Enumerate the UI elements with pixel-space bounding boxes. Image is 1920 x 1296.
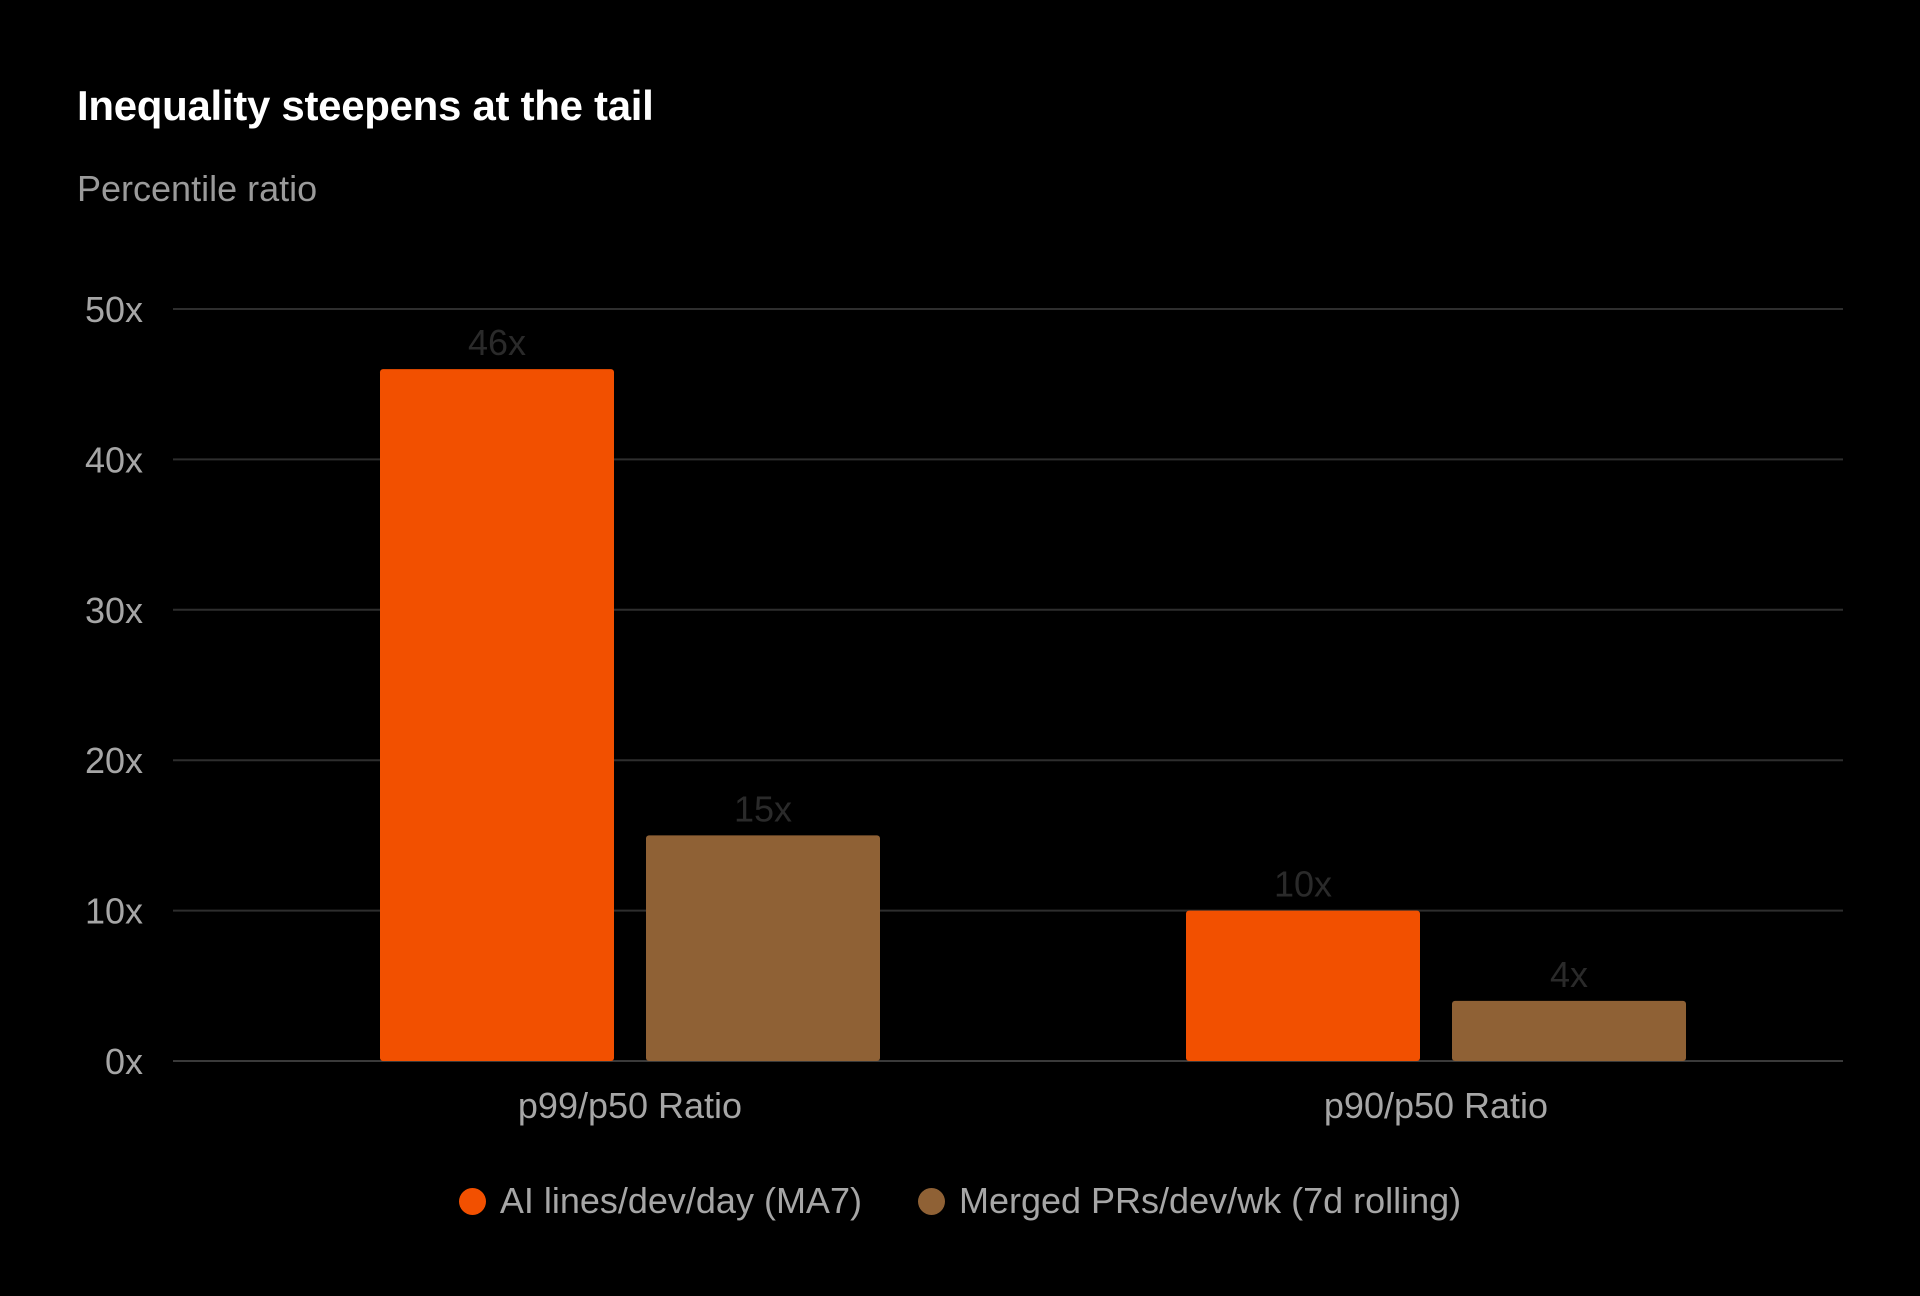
legend-swatch-icon [917, 1187, 945, 1215]
data-labels: 46x 15x 10x 4x [468, 322, 1588, 995]
y-axis-ticks: 0x 10x 20x 30x 40x 50x [85, 289, 143, 1082]
x-category-label: p99/p50 Ratio [518, 1085, 742, 1126]
data-label: 46x [468, 322, 526, 363]
legend-label: Merged PRs/dev/wk (7d rolling) [958, 1180, 1462, 1221]
legend-label: AI lines/dev/day (MA7) [499, 1180, 862, 1221]
legend-item: Merged PRs/dev/wk (7d rolling) [917, 1180, 1462, 1222]
data-label: 4x [1550, 954, 1588, 995]
bar-ai-lines-p90 [1186, 910, 1420, 1061]
x-axis-categories: p99/p50 Ratio p90/p50 Ratio [518, 1085, 1548, 1126]
legend-item: AI lines/dev/day (MA7) [458, 1180, 862, 1222]
y-tick-label: 20x [85, 740, 143, 781]
bars [380, 369, 1686, 1061]
data-label: 15x [734, 788, 792, 829]
chart-subtitle: Percentile ratio [77, 168, 318, 209]
y-tick-label: 50x [85, 289, 143, 330]
y-tick-label: 40x [85, 439, 143, 480]
data-label: 10x [1274, 864, 1332, 905]
legend-swatch-icon [458, 1187, 486, 1215]
bar-merged-prs-p99 [646, 835, 880, 1061]
y-tick-label: 0x [105, 1041, 143, 1082]
x-category-label: p90/p50 Ratio [1324, 1085, 1548, 1126]
y-tick-label: 30x [85, 590, 143, 631]
chart-title: Inequality steepens at the tail [77, 82, 654, 129]
legend: AI lines/dev/day (MA7) Merged PRs/dev/wk … [0, 1180, 1920, 1222]
bar-ai-lines-p99 [380, 369, 614, 1061]
bar-merged-prs-p90 [1452, 1000, 1686, 1061]
y-tick-label: 10x [85, 891, 143, 932]
